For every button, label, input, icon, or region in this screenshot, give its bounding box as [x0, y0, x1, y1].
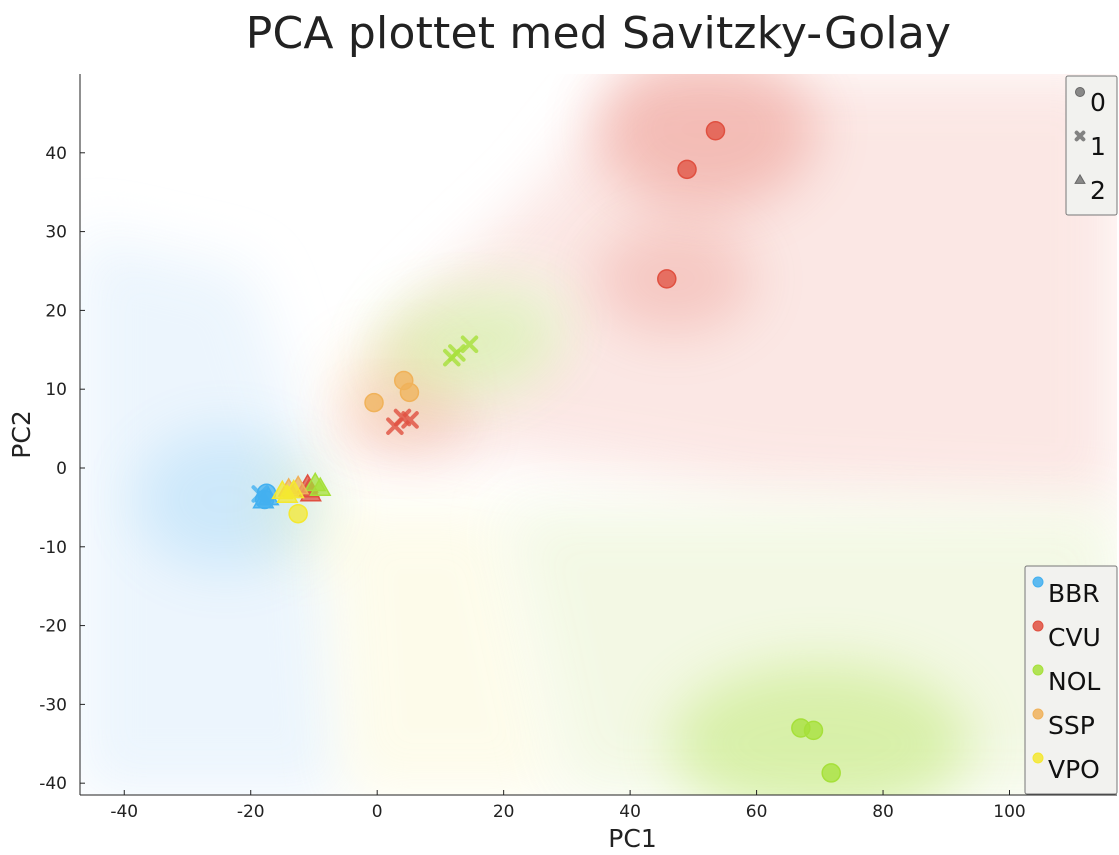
marker-legend-x-icon [1074, 130, 1086, 142]
class-legend-label: SSP [1048, 711, 1095, 740]
marker-legend-circle-icon [1075, 87, 1085, 97]
legends: 0 1 2 BBR CVU NOL SSP VPO [1024, 75, 1118, 795]
x-tick-label: 60 [746, 802, 768, 822]
y-tick-label: 40 [45, 144, 67, 164]
class-legend-vpo-icon [1032, 752, 1044, 764]
chart-title: PCA plottet med Savitzky-Golay [245, 8, 952, 59]
class-legend-cvu-icon [1032, 620, 1044, 632]
data-point-nol-triangle [304, 471, 327, 492]
region-blob [329, 344, 450, 435]
data-point-cvu-x [386, 417, 404, 435]
data-point-nol-x [443, 348, 461, 367]
marker-legend-label: 1 [1090, 132, 1106, 161]
class-legend-nol-icon [1032, 664, 1044, 676]
y-tick-label: 20 [45, 301, 67, 321]
data-point-ssp-circle [399, 382, 420, 403]
data-point-nol-x [460, 335, 479, 354]
data-point-ssp-circle [364, 392, 384, 413]
x-axis-label: PC1 [608, 824, 656, 853]
y-tick-label: 10 [45, 380, 67, 400]
decision-region-background [80, 74, 1117, 795]
x-tick-label: 20 [493, 802, 515, 822]
data-point-cvu-x [401, 411, 419, 429]
data-point-vpo-triangle [282, 478, 305, 499]
class-legend-bbr-icon [1032, 576, 1044, 588]
marker-legend-label: 2 [1090, 176, 1106, 205]
class-legend-ssp-icon [1032, 708, 1044, 720]
y-tick-label: -20 [39, 617, 67, 637]
y-tick-label: -10 [39, 538, 67, 558]
class-legend-label: BBR [1048, 579, 1100, 608]
data-point-cvu-circle [677, 159, 697, 180]
data-point-nol-circle [803, 720, 824, 741]
class-legend-label: VPO [1048, 755, 1100, 784]
class-legend-label: NOL [1048, 667, 1100, 696]
data-point-nol-circle [821, 763, 841, 783]
x-tick-label: -20 [237, 802, 265, 822]
axes: -40 -20 0 20 40 60 80 100-40-30-20-10010203040P… [7, 74, 1117, 853]
data-point-cvu-circle [705, 120, 726, 141]
x-tick-label: -40 [110, 802, 138, 822]
data-point-vpo-circle [288, 503, 308, 524]
x-tick-label: 80 [872, 802, 894, 822]
y-tick-label: -40 [39, 774, 67, 794]
data-points [251, 120, 841, 783]
y-tick-label: 0 [56, 459, 67, 479]
y-axis-label: PC2 [7, 410, 36, 458]
data-point-cvu-circle [657, 269, 677, 289]
region-blob [669, 663, 970, 795]
x-tick-label: 40 [619, 802, 641, 822]
x-tick-label: 100 [993, 802, 1025, 822]
y-tick-label: 30 [45, 223, 67, 243]
region-wash [326, 507, 567, 795]
region-blob [596, 74, 816, 210]
class-legend-label: CVU [1048, 623, 1101, 652]
x-tick-label: 0 [372, 802, 383, 822]
marker-legend-triangle-icon [1074, 173, 1086, 184]
marker-legend-label: 0 [1090, 88, 1106, 117]
class-legend-box [1024, 565, 1118, 795]
y-tick-label: -30 [39, 695, 67, 715]
